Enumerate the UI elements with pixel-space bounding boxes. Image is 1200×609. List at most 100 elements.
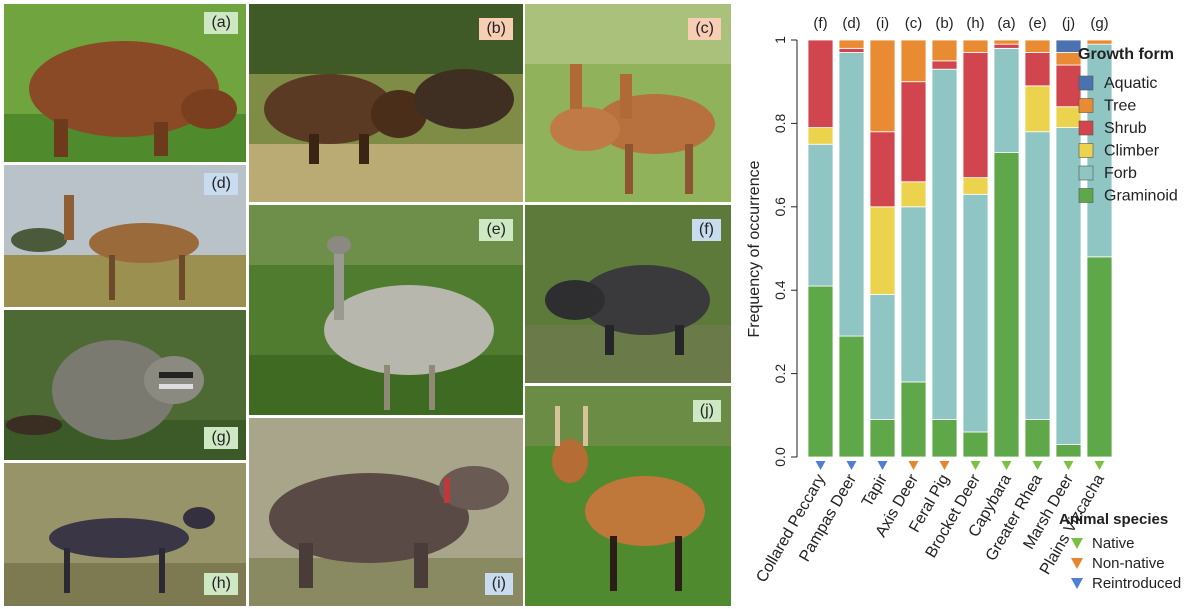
bar-segment-forb	[962, 193, 989, 433]
legend-label-non-native: Non-native	[1092, 555, 1165, 572]
y-tick-label: 1	[772, 36, 788, 44]
bar-panel-label: (e)	[1028, 15, 1046, 32]
bar-segment-climber	[869, 206, 896, 295]
bar-segment-forb	[931, 68, 958, 420]
legend-swatch-climber	[1078, 143, 1094, 158]
bar-segment-shrub	[838, 47, 865, 53]
legend-species-title: Animal species	[1059, 511, 1168, 528]
bar-segment-forb	[993, 47, 1020, 153]
bar-segment-aquatic	[1055, 39, 1082, 53]
legend-label-graminoid: Graminoid	[1104, 188, 1178, 205]
status-marker-reintroduced	[815, 461, 826, 470]
photo-panel-d: (d)	[3, 164, 247, 308]
bar-segment-graminoid	[838, 335, 865, 458]
panel-label-i: (i)	[484, 573, 513, 595]
panel-label-a: (a)	[204, 12, 238, 34]
bar-segment-forb	[1055, 127, 1082, 445]
y-axis-label: Frequency of occurrence	[746, 160, 763, 337]
photo-panel-j: (j)	[524, 385, 732, 607]
panel-label-f: (f)	[691, 219, 721, 241]
bar-segment-climber	[807, 127, 834, 145]
photo-panel-i: (i)	[248, 417, 524, 607]
bar-segment-forb	[869, 293, 896, 420]
bar-segment-graminoid	[1086, 256, 1113, 458]
bar-segment-tree	[838, 39, 865, 49]
panel-label-j: (j)	[692, 400, 721, 422]
y-tick-label: 0.8	[772, 113, 788, 133]
bar-segment-tree	[1024, 39, 1051, 53]
marsh-deer-illustration	[525, 386, 731, 606]
bar-segment-forb	[900, 206, 927, 383]
bar-segment-graminoid	[1055, 444, 1082, 458]
bar-segment-shrub	[1055, 64, 1082, 108]
legend-animal-species: Animal species Native Non-native Reintroduc…	[1059, 511, 1181, 592]
bar-segment-forb	[807, 143, 834, 287]
legend-label-aquatic: Aquatic	[1104, 75, 1157, 92]
bar-segment-climber	[1024, 85, 1051, 133]
y-tick-label: 0.4	[772, 280, 788, 300]
legend-label-tree: Tree	[1104, 98, 1136, 115]
bar-segment-graminoid	[1024, 419, 1051, 458]
tapir-illustration	[249, 418, 523, 606]
bar-segment-tree	[1086, 39, 1113, 45]
panel-label-h: (h)	[204, 573, 238, 595]
bar-segment-shrub	[900, 81, 927, 183]
photo-panel-b: (b)	[248, 3, 524, 203]
status-marker-native	[1032, 461, 1043, 470]
status-marker-reintroduced	[846, 461, 857, 470]
bar-panel-label: (h)	[966, 15, 984, 32]
bar-segment-climber	[900, 181, 927, 208]
bar-segment-climber	[962, 177, 989, 195]
bar-segment-shrub	[931, 60, 958, 70]
collared-peccary-illustration	[525, 205, 731, 383]
panel-label-d: (d)	[204, 173, 238, 195]
stacked-bar-chart: 0.0 0.2 0.4 0.6 0.8 1 (f) (d) (i) (c) (b) (h) (a) (e…	[746, 15, 1181, 592]
legend-label-climber: Climber	[1104, 143, 1160, 160]
bar-segment-tree	[869, 39, 896, 133]
bar-panel-label: (a)	[997, 15, 1015, 32]
y-tick-label: 0.0	[772, 447, 788, 467]
legend-growth-title: Growth form	[1078, 46, 1174, 63]
bar-segment-graminoid	[993, 152, 1020, 458]
photo-panel-g: (g)	[3, 309, 247, 461]
bar-segment-tree	[993, 39, 1020, 45]
status-marker-native	[1094, 461, 1105, 470]
status-markers	[815, 461, 1105, 470]
bar-panel-label: (g)	[1090, 15, 1108, 32]
bar-panel-label: (b)	[935, 15, 953, 32]
bar-panel-label: (c)	[905, 15, 923, 32]
bar-segment-graminoid	[962, 431, 989, 458]
bar-panel-label: (i)	[876, 15, 889, 32]
photo-panel-h: (h)	[3, 462, 247, 607]
legend-label-reintroduced: Reintroduced	[1092, 575, 1181, 592]
greater-rhea-illustration	[249, 205, 523, 415]
photo-panel-f: (f)	[524, 204, 732, 384]
bar-panel-label: (j)	[1062, 15, 1075, 32]
category-label: Tapir	[859, 471, 891, 510]
bar-segment-tree	[900, 39, 927, 83]
bar-panel-label: (d)	[842, 15, 860, 32]
y-axis: 0.0 0.2 0.4 0.6 0.8 1	[772, 36, 798, 467]
photo-panel-c: (c)	[524, 3, 732, 203]
legend-swatch-graminoid	[1078, 188, 1094, 203]
legend-swatch-tree	[1078, 98, 1094, 113]
legend-growth-form: Growth form Aquatic Tree Shrub Climber Forb Gr…	[1078, 46, 1178, 205]
bar-segment-shrub	[962, 52, 989, 179]
photo-panel-e: (e)	[248, 204, 524, 416]
legend-label-forb: Forb	[1104, 165, 1137, 182]
legend-swatch-aquatic	[1078, 75, 1094, 91]
bar-segment-graminoid	[869, 419, 896, 458]
bar-segment-shrub	[869, 131, 896, 208]
status-marker-non-native	[939, 461, 950, 470]
legend-marker-reintroduced	[1071, 578, 1083, 589]
panel-label-c: (c)	[688, 18, 721, 40]
feral-pig-illustration	[249, 4, 523, 202]
bar-segment-shrub	[807, 39, 834, 128]
status-marker-non-native	[908, 461, 919, 470]
panel-label-b: (b)	[479, 18, 513, 40]
status-marker-native	[970, 461, 981, 470]
bars-group	[807, 39, 1113, 458]
legend-swatch-forb	[1078, 165, 1094, 181]
panel-label-g: (g)	[204, 427, 238, 449]
bar-segment-graminoid	[900, 381, 927, 458]
